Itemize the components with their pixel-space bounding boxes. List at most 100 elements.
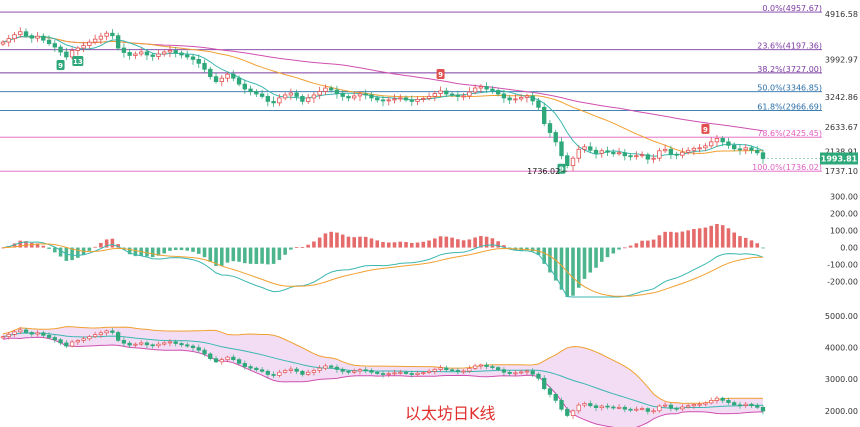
candle bbox=[323, 84, 328, 95]
macd-histogram-bar bbox=[47, 247, 51, 249]
macd-histogram-bar bbox=[214, 247, 218, 266]
candle-body bbox=[69, 50, 75, 58]
bollinger-candle bbox=[271, 371, 276, 378]
candle-body bbox=[104, 32, 109, 37]
bollinger-candle-body bbox=[616, 406, 622, 409]
candle-body bbox=[357, 93, 363, 97]
bollinger-candle bbox=[139, 340, 144, 346]
macd-histogram-bar bbox=[715, 223, 719, 248]
bollinger-candle bbox=[104, 329, 109, 336]
macd-histogram-bar bbox=[18, 240, 23, 248]
candle-body bbox=[657, 150, 662, 159]
macd-axis-tick: 0.00 bbox=[840, 244, 858, 253]
bollinger-candle-body bbox=[12, 331, 17, 335]
candle bbox=[75, 46, 81, 56]
macd-histogram-bar bbox=[605, 247, 610, 258]
candle bbox=[657, 147, 662, 162]
candle bbox=[651, 154, 656, 164]
candle-body bbox=[582, 146, 587, 150]
signal-marker: 13 bbox=[72, 56, 84, 67]
candle bbox=[150, 52, 155, 61]
bollinger-candle-body bbox=[559, 400, 564, 410]
candle-body bbox=[490, 88, 495, 91]
bollinger-candle bbox=[277, 369, 282, 378]
bollinger-candle-body bbox=[472, 365, 478, 369]
candle bbox=[185, 50, 190, 60]
macd-histogram-bar bbox=[237, 247, 241, 262]
bollinger-candle-body bbox=[392, 372, 397, 375]
candle-body bbox=[363, 93, 368, 96]
current-price-box bbox=[820, 152, 858, 165]
fib-label: 100.0%(1736.02) bbox=[752, 163, 822, 172]
candle bbox=[726, 137, 731, 149]
candle-body bbox=[461, 95, 466, 98]
bollinger-candle-body bbox=[743, 403, 748, 406]
bollinger-candle bbox=[536, 372, 541, 381]
macd-histogram-bar bbox=[375, 240, 380, 248]
candle-body bbox=[622, 152, 628, 157]
macd-histogram-bar bbox=[340, 234, 345, 248]
candle-body bbox=[680, 151, 685, 156]
candle bbox=[432, 90, 438, 102]
macd-histogram-bar bbox=[248, 247, 253, 264]
bollinger-candle-body bbox=[288, 368, 294, 371]
bollinger-candle-body bbox=[634, 408, 639, 411]
candle bbox=[449, 91, 455, 98]
bollinger-candle bbox=[121, 337, 127, 347]
bollinger-candle bbox=[196, 344, 201, 354]
macd-histogram-bar bbox=[179, 247, 184, 251]
candle-body bbox=[432, 93, 438, 97]
macd-histogram-bar bbox=[611, 247, 616, 254]
candle bbox=[225, 72, 230, 82]
bollinger-candle bbox=[179, 342, 184, 348]
candle-body bbox=[340, 93, 345, 97]
candle bbox=[127, 48, 132, 60]
bollinger-candle-body bbox=[467, 368, 472, 372]
bollinger-candle bbox=[173, 339, 178, 347]
bollinger-candle-body bbox=[259, 369, 265, 372]
macd-histogram-bar bbox=[461, 240, 466, 248]
macd-histogram-bar bbox=[617, 247, 621, 250]
macd-histogram-bar bbox=[335, 232, 339, 248]
candle-body bbox=[219, 77, 224, 83]
candle bbox=[547, 119, 553, 138]
candle-body bbox=[743, 147, 748, 151]
bollinger-candle bbox=[426, 368, 432, 374]
bollinger-candle-body bbox=[622, 406, 627, 410]
bollinger-candle-body bbox=[277, 371, 282, 376]
candle-body bbox=[265, 96, 271, 102]
bollinger-candle-body bbox=[121, 340, 127, 344]
bollinger-candle-body bbox=[64, 342, 69, 347]
candle bbox=[58, 44, 63, 56]
candle bbox=[202, 59, 207, 73]
bollinger-candle-body bbox=[611, 406, 616, 409]
macd-histogram-bar bbox=[277, 247, 282, 260]
signal-marker: 9 bbox=[56, 59, 65, 70]
candle-body bbox=[662, 148, 668, 152]
candle bbox=[81, 41, 86, 53]
macd-histogram-bar bbox=[12, 243, 17, 248]
bollinger-candle bbox=[81, 336, 86, 343]
bollinger-candle-body bbox=[524, 370, 530, 373]
candle bbox=[553, 129, 558, 147]
signal-marker-box bbox=[56, 59, 65, 70]
macd-histogram-bar bbox=[352, 237, 356, 248]
candle bbox=[288, 88, 294, 100]
bollinger-candle-body bbox=[35, 332, 40, 335]
candle-body bbox=[547, 123, 553, 133]
candle bbox=[46, 35, 52, 46]
bollinger-candle bbox=[29, 331, 34, 338]
candle-body bbox=[294, 92, 299, 97]
candle bbox=[634, 151, 639, 160]
bollinger-candle-body bbox=[386, 373, 391, 375]
candle-body bbox=[369, 94, 374, 99]
candle bbox=[98, 32, 104, 45]
candle bbox=[628, 153, 633, 161]
bollinger-candle-body bbox=[588, 403, 593, 407]
macd-histogram-bar bbox=[271, 247, 276, 264]
bollinger-candle bbox=[513, 369, 518, 376]
bollinger-candle bbox=[559, 397, 564, 412]
macd-histogram-bar bbox=[110, 238, 115, 248]
candle-body bbox=[133, 53, 138, 56]
